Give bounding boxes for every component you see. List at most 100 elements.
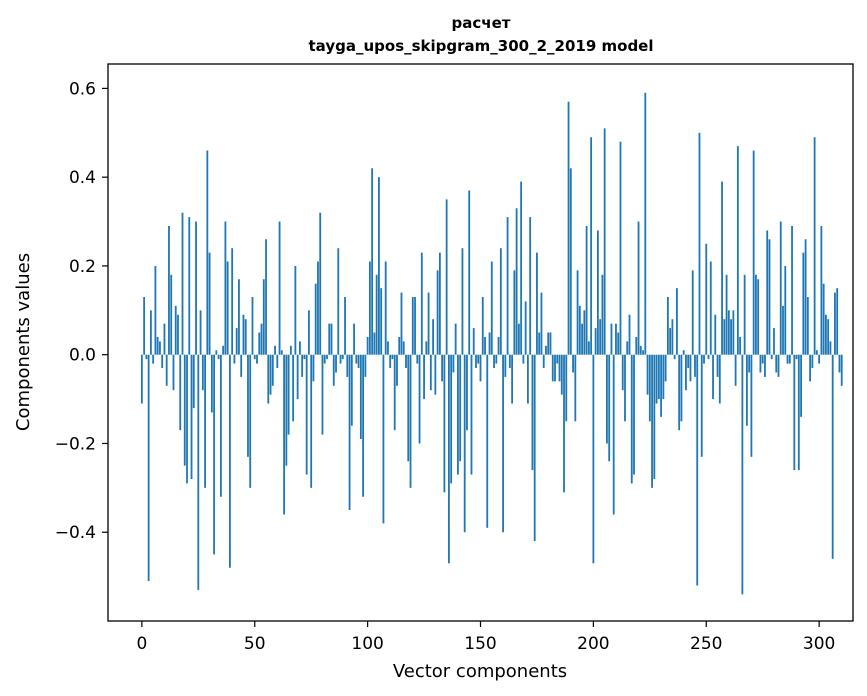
bar-16 [177, 314, 179, 355]
bar-243 [689, 354, 692, 382]
bar-30 [208, 252, 211, 355]
bar-235 [671, 319, 674, 355]
bar-25 [197, 354, 200, 590]
bar-67 [292, 354, 295, 422]
bar-41 [233, 354, 236, 364]
bar-226 [651, 354, 653, 488]
bar-300 [818, 354, 821, 364]
bar-88 [339, 354, 342, 364]
bar-112 [393, 354, 396, 431]
bar-287 [788, 354, 791, 364]
bar-11 [165, 354, 168, 386]
bar-210 [615, 323, 617, 355]
bar-123 [418, 354, 421, 444]
bar-26 [199, 310, 202, 355]
bar-68 [294, 265, 297, 355]
bar-80 [321, 354, 324, 435]
bar-17 [179, 354, 182, 431]
bar-222 [642, 350, 644, 355]
bar-281 [775, 354, 778, 373]
bar-127 [427, 292, 430, 355]
bar-19 [183, 354, 186, 466]
bar-265 [739, 336, 742, 355]
bar-199 [590, 137, 593, 355]
bar-122 [416, 354, 419, 364]
bar-298 [813, 137, 816, 355]
bar-227 [653, 354, 656, 479]
bar-149 [477, 354, 480, 364]
bar-241 [685, 354, 687, 391]
bar-129 [432, 319, 434, 355]
bar-96 [357, 354, 360, 369]
bar-307 [834, 292, 836, 355]
bar-273 [757, 279, 760, 355]
bar-158 [497, 336, 500, 355]
bar-81 [323, 354, 326, 364]
bar-73 [305, 354, 308, 475]
bar-115 [400, 292, 403, 355]
bar-169 [522, 354, 525, 364]
bar-36 [222, 345, 225, 355]
bar-189 [567, 101, 570, 355]
x-tick-label: 300 [803, 634, 835, 654]
bar-196 [583, 310, 586, 355]
x-tick-label: 250 [690, 634, 722, 654]
bar-275 [761, 354, 764, 364]
bar-159 [499, 248, 502, 355]
bar-44 [240, 354, 243, 377]
bar-224 [646, 354, 649, 395]
bar-138 [452, 354, 455, 373]
bar-60 [276, 354, 279, 369]
bar-107 [382, 354, 385, 524]
bar-271 [752, 150, 755, 355]
bar-34 [217, 354, 220, 360]
bar-157 [495, 354, 498, 364]
bar-134 [443, 354, 446, 493]
bar-72 [303, 354, 306, 360]
bar-274 [759, 354, 762, 373]
bar-51 [256, 354, 258, 364]
bar-296 [809, 354, 812, 382]
bar-219 [635, 336, 638, 355]
bar-113 [396, 354, 398, 386]
bar-218 [633, 354, 635, 475]
bar-204 [601, 274, 604, 355]
bar-20 [186, 354, 188, 484]
bar-76 [312, 354, 315, 382]
bar-217 [630, 354, 633, 484]
bar-203 [599, 319, 602, 355]
bar-6 [154, 265, 157, 355]
bar-248 [700, 354, 703, 457]
bar-181 [549, 332, 552, 355]
bar-293 [802, 252, 805, 355]
bar-39 [229, 354, 231, 568]
bar-161 [504, 354, 507, 377]
bar-257 [721, 181, 723, 355]
bar-186 [560, 354, 563, 395]
bar-193 [576, 270, 579, 355]
bar-215 [626, 341, 629, 355]
bar-152 [484, 336, 486, 355]
bar-65 [287, 354, 290, 435]
bar-303 [825, 314, 827, 355]
bar-251 [707, 354, 710, 360]
bar-225 [648, 354, 651, 422]
bar-133 [441, 354, 444, 382]
bar-82 [326, 354, 328, 360]
bar-91 [346, 354, 349, 377]
bar-8 [159, 341, 161, 355]
bar-279 [770, 354, 773, 360]
bar-270 [750, 354, 753, 457]
bar-42 [235, 328, 238, 355]
bar-167 [517, 323, 520, 355]
bar-171 [527, 354, 529, 404]
bar-40 [231, 248, 234, 355]
bar-48 [249, 354, 252, 488]
y-tick-label: 0.4 [69, 168, 96, 188]
bar-185 [558, 354, 561, 382]
bars-group [140, 92, 843, 595]
bar-310 [840, 354, 843, 386]
bar-266 [741, 354, 744, 595]
bar-10 [163, 323, 166, 355]
x-tick-label: 50 [244, 634, 266, 654]
